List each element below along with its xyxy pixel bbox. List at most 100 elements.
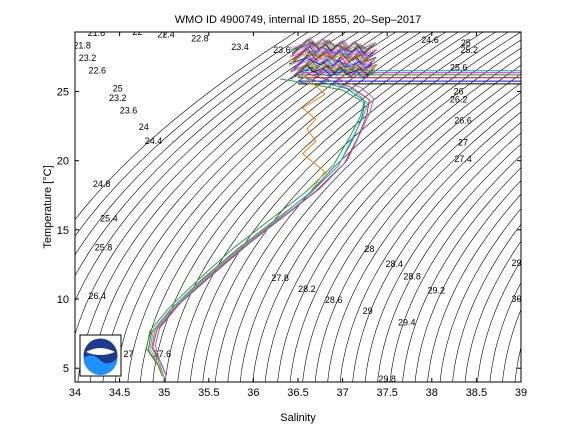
surface-profile-line bbox=[294, 64, 374, 77]
y-tick-label: 10 bbox=[57, 294, 69, 306]
contour-label: 21.6 bbox=[88, 28, 106, 38]
contour-line bbox=[352, 121, 521, 382]
contour-label: 27 bbox=[123, 349, 133, 359]
surface-profile-line bbox=[291, 42, 371, 55]
contour-line bbox=[327, 101, 521, 382]
contour-line bbox=[75, 32, 310, 237]
contour-line bbox=[377, 143, 521, 382]
plot-frame bbox=[74, 31, 522, 383]
x-tick-label: 36.5 bbox=[287, 387, 308, 399]
contour-line bbox=[75, 32, 334, 277]
y-tick-label: 25 bbox=[57, 87, 69, 99]
x-axis-ticks: 34 34.5 35 35.5 36 36.5 37 37.5 38 38.5 39 bbox=[69, 32, 527, 399]
x-tick-label: 34.5 bbox=[109, 387, 130, 399]
x-axis-label: Salinity bbox=[280, 412, 316, 424]
surface-profile-line bbox=[296, 63, 376, 76]
contour-label: 22.6 bbox=[89, 66, 107, 76]
contour-line bbox=[452, 223, 521, 382]
contour-line bbox=[75, 32, 359, 336]
contour-line bbox=[477, 260, 521, 382]
contour-label: 25 bbox=[113, 84, 123, 94]
x-tick-label: 38 bbox=[426, 387, 438, 399]
contour-label: 30 bbox=[511, 294, 521, 304]
x-tick-label: 38.5 bbox=[466, 387, 487, 399]
contour-line bbox=[302, 82, 521, 382]
surface-profile-line bbox=[290, 67, 370, 80]
surface-profile-line bbox=[291, 41, 371, 54]
contour-label: 24.6 bbox=[421, 35, 439, 45]
profile-series bbox=[145, 36, 378, 378]
contour-label: 28.4 bbox=[386, 259, 404, 269]
profile-line bbox=[151, 77, 369, 376]
contour-label: 29 bbox=[363, 306, 373, 316]
contour-label: 23.4 bbox=[231, 42, 249, 52]
x-tick-label: 35.5 bbox=[198, 387, 219, 399]
contour-line bbox=[526, 18, 576, 396]
surface-profile-line bbox=[290, 65, 370, 79]
x-tick-label: 35 bbox=[158, 387, 170, 399]
contour-line bbox=[389, 155, 521, 382]
contour-label: 25 bbox=[461, 38, 471, 48]
contour-label: 21.8 bbox=[73, 41, 91, 51]
contour-label: 28.8 bbox=[403, 272, 421, 282]
contour-label: 22 bbox=[132, 27, 142, 37]
noaa-logo-bird-icon bbox=[86, 348, 115, 355]
profile-line bbox=[149, 73, 326, 378]
contour-label: 27.6 bbox=[154, 349, 172, 359]
y-tick-label: 20 bbox=[57, 156, 69, 168]
contour-label: 29.2 bbox=[428, 286, 446, 296]
contour-line bbox=[514, 346, 521, 382]
contour-label: 29 bbox=[511, 258, 521, 268]
noaa-logo bbox=[79, 334, 122, 377]
profile-line bbox=[152, 73, 370, 376]
contour-line bbox=[564, 18, 576, 396]
chart-title: WMO ID 4900749, internal ID 1855, 20–Sep… bbox=[175, 14, 421, 26]
contour-label: 25.8 bbox=[95, 243, 113, 253]
surface-profile-line bbox=[289, 45, 378, 58]
contour-label: 22.4 bbox=[157, 30, 175, 40]
noaa-logo-wave bbox=[83, 355, 118, 376]
y-tick-label: 15 bbox=[57, 225, 69, 237]
y-axis-ticks: 5 10 15 20 25 bbox=[57, 87, 521, 375]
contour-line bbox=[502, 308, 521, 382]
contour-label: 25.2 bbox=[461, 45, 479, 55]
contour-label: 22.8 bbox=[191, 34, 209, 44]
contour-label: 23.2 bbox=[109, 93, 127, 103]
contour-label: 23.6 bbox=[273, 45, 291, 55]
surface-profile-line bbox=[289, 60, 378, 73]
surface-profile-line bbox=[294, 47, 374, 61]
x-tick-label: 36 bbox=[247, 387, 259, 399]
contour-line bbox=[75, 32, 347, 302]
surface-profile-line bbox=[290, 52, 370, 65]
surface-profile-line bbox=[293, 56, 373, 69]
contour-line bbox=[339, 111, 521, 382]
contour-label: 27.4 bbox=[454, 154, 472, 164]
surface-profile-line bbox=[294, 63, 374, 76]
contour-label: 25.4 bbox=[100, 214, 118, 224]
contour-label: 23.2 bbox=[79, 53, 97, 63]
contour-label: 26.4 bbox=[89, 291, 107, 301]
surface-profile-line bbox=[292, 49, 372, 62]
surface-profile-line bbox=[293, 41, 373, 54]
surface-profile-line bbox=[293, 57, 373, 70]
contour-label: 24.8 bbox=[93, 179, 111, 189]
contour-label: 26 bbox=[454, 86, 464, 96]
surface-profile-line bbox=[292, 64, 372, 77]
x-tick-label: 34 bbox=[69, 387, 81, 399]
surface-profile-line bbox=[290, 50, 370, 63]
contour-label: 26.2 bbox=[450, 95, 468, 105]
surface-profile-line bbox=[292, 50, 372, 63]
profile-line bbox=[145, 78, 365, 377]
contour-line bbox=[314, 91, 521, 382]
contour-label: 24 bbox=[139, 122, 149, 132]
contour-label: 23.6 bbox=[120, 106, 138, 116]
contour-line bbox=[551, 18, 576, 396]
contour-label: 28.6 bbox=[325, 295, 343, 305]
y-axis-label: Temperature [°C] bbox=[42, 165, 54, 248]
x-tick-label: 37.5 bbox=[376, 387, 397, 399]
profile-line bbox=[154, 71, 375, 374]
surface-profile-line bbox=[292, 47, 372, 61]
x-tick-label: 37 bbox=[336, 387, 348, 399]
surface-profile-line bbox=[294, 46, 374, 59]
